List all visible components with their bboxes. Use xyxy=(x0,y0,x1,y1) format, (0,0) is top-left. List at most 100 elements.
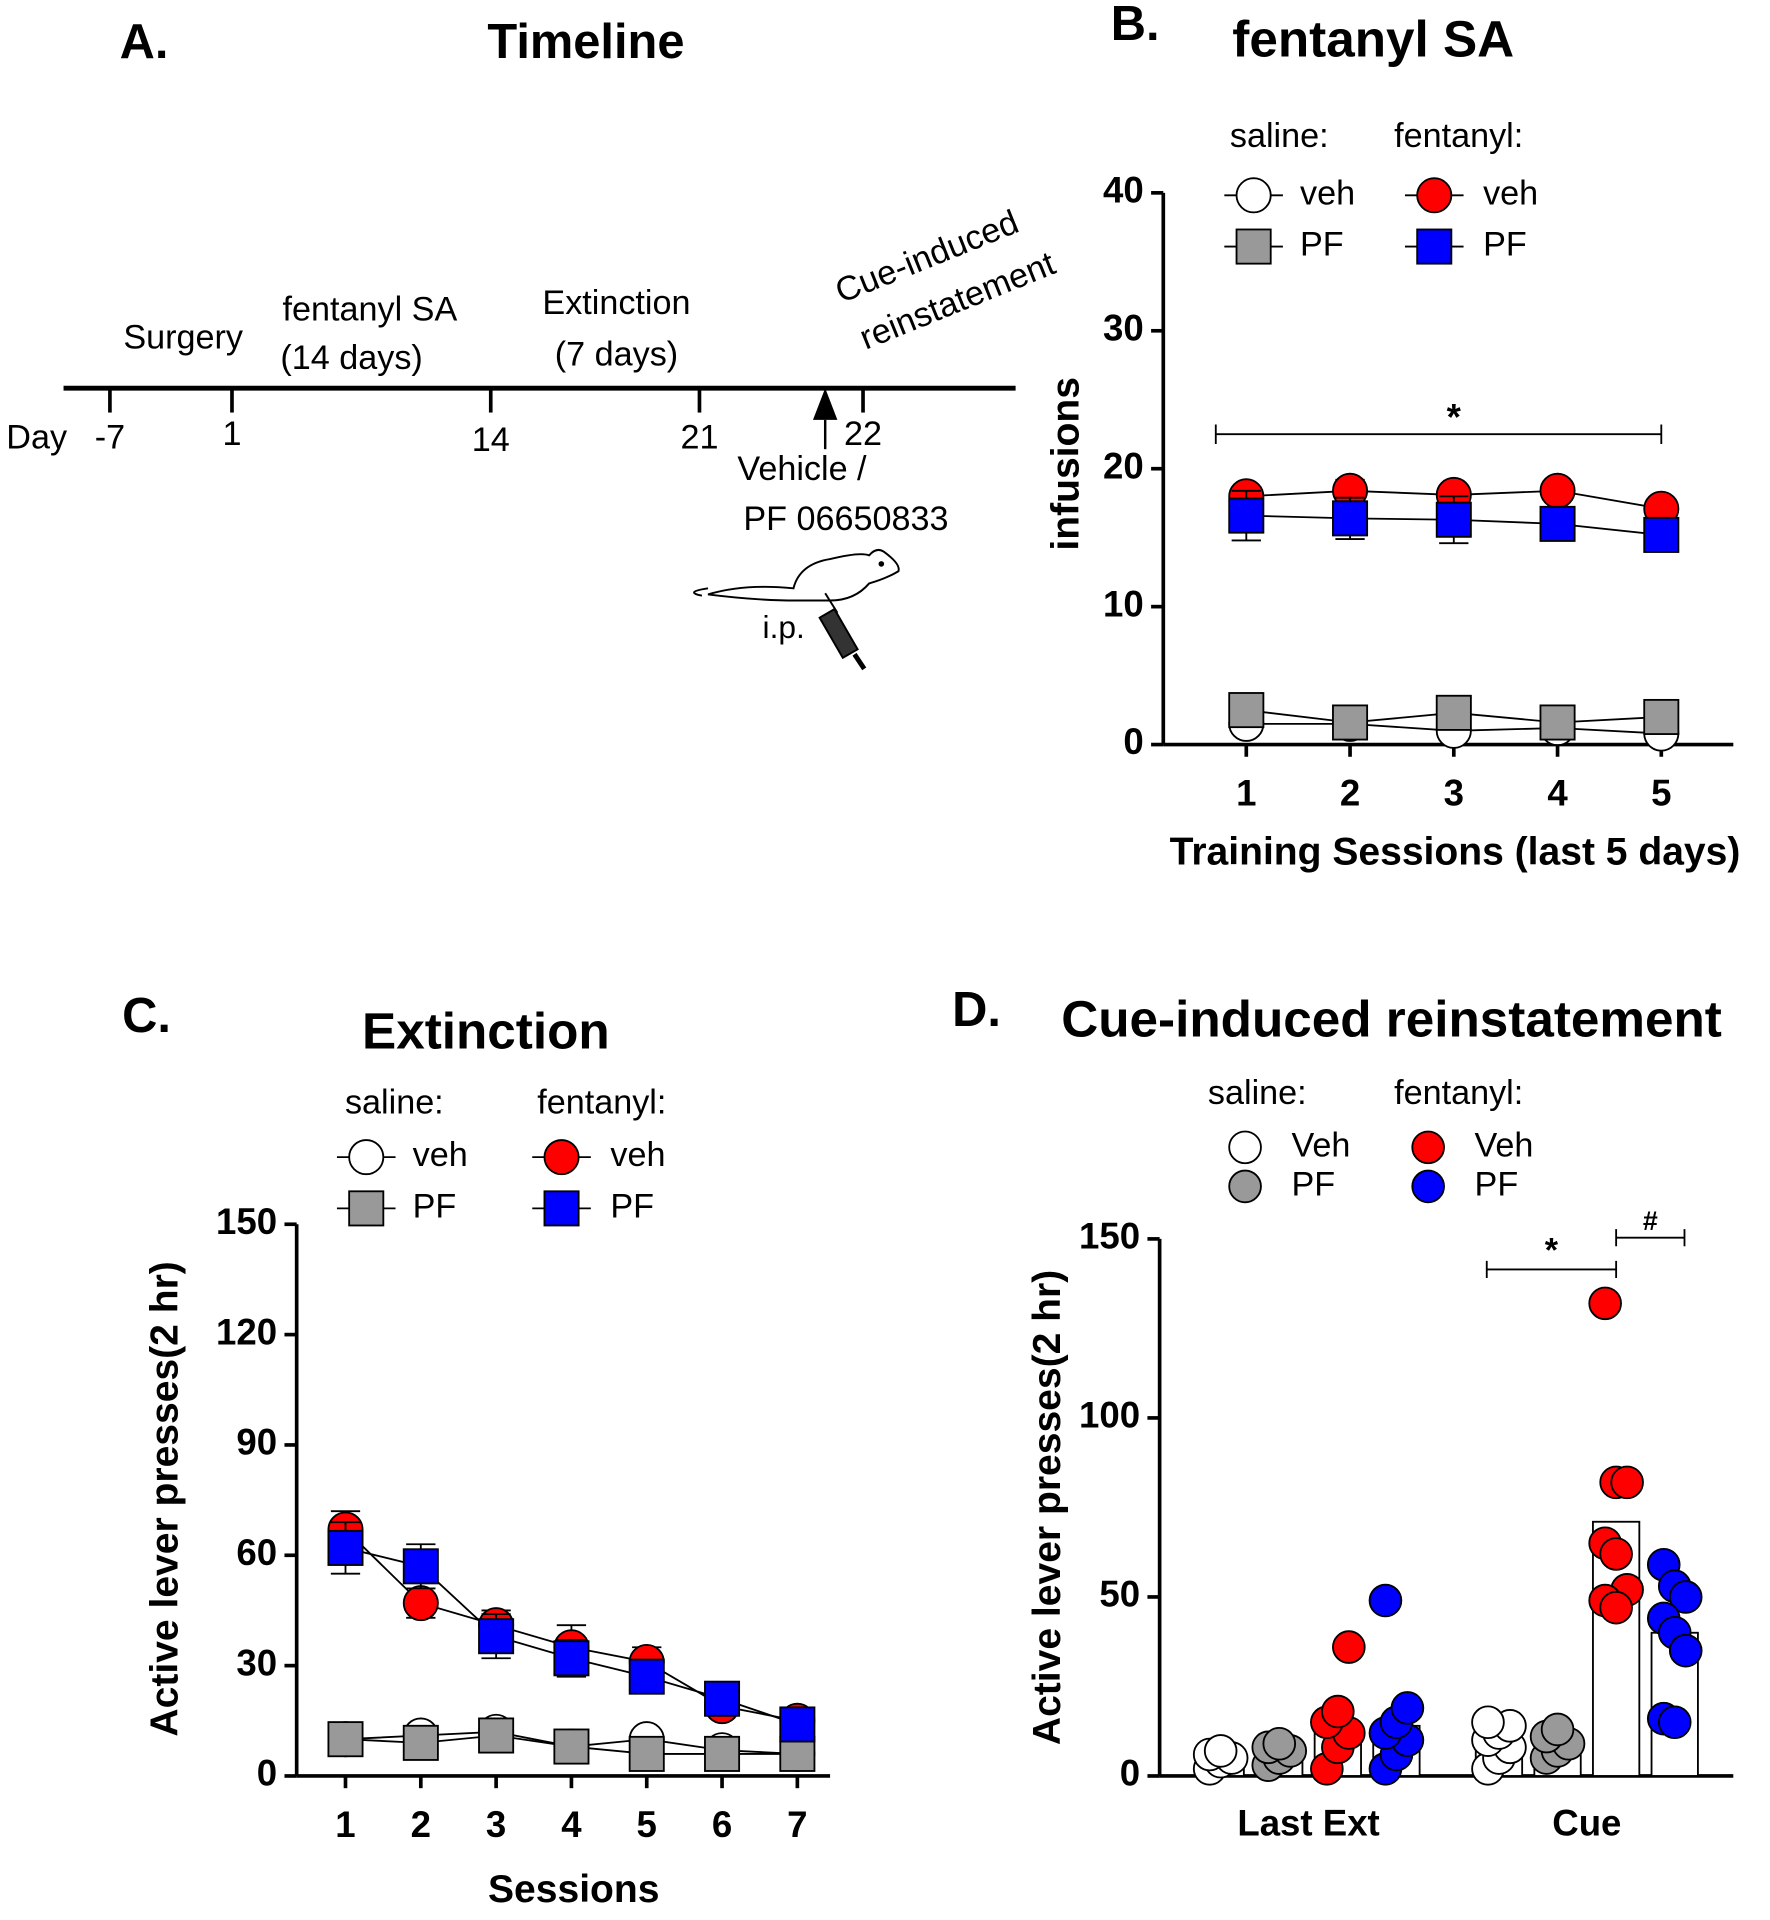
marker xyxy=(1411,1130,1445,1165)
panel-label: B. xyxy=(1111,0,1160,51)
x-tick-label: 6 xyxy=(712,1804,732,1845)
marker xyxy=(1643,698,1680,735)
phase-label: (14 days) xyxy=(280,339,422,377)
x-tick-label: 7 xyxy=(787,1804,807,1845)
marker xyxy=(779,1735,816,1772)
y-tick-label: 90 xyxy=(236,1422,277,1463)
y-tick-label: 100 xyxy=(1079,1395,1140,1436)
y-tick-label: 60 xyxy=(236,1532,277,1573)
legend-label: veh xyxy=(1483,174,1538,212)
y-tick-label: 10 xyxy=(1103,583,1144,624)
route-label: i.p. xyxy=(763,609,805,645)
marker xyxy=(348,1190,385,1227)
legend-label: veh xyxy=(413,1136,468,1174)
marker xyxy=(1435,694,1472,731)
y-tick-label: 30 xyxy=(1103,307,1144,348)
panel-label: A. xyxy=(120,15,169,69)
panel-label: C. xyxy=(122,989,171,1043)
marker xyxy=(1228,1169,1262,1204)
marker xyxy=(1321,1694,1355,1729)
x-axis-label: Training Sessions (last 5 days) xyxy=(1170,831,1741,874)
chart-title: Extinction xyxy=(362,1003,610,1060)
marker xyxy=(1416,228,1453,265)
chart-title: Timeline xyxy=(487,15,684,69)
legend-label: PF xyxy=(610,1187,654,1225)
x-tick-label: Cue xyxy=(1552,1803,1621,1844)
treatment-label: PF 06650833 xyxy=(743,500,948,538)
marker xyxy=(628,1735,665,1772)
x-tick-label: 5 xyxy=(637,1804,657,1845)
marker xyxy=(1599,1537,1633,1571)
marker xyxy=(1643,516,1680,553)
y-tick-label: 0 xyxy=(1120,1753,1140,1794)
marker xyxy=(1262,1726,1297,1761)
marker xyxy=(1539,505,1576,542)
marker xyxy=(1539,704,1576,741)
chart-title: fentanyl SA xyxy=(1232,10,1514,67)
x-tick-label: 2 xyxy=(411,1804,431,1845)
legend-group-title: saline: xyxy=(1208,1074,1307,1112)
day-label: 1 xyxy=(222,415,241,453)
x-tick-label: 5 xyxy=(1651,773,1671,814)
marker xyxy=(478,1618,515,1655)
y-axis-label: infusions xyxy=(1044,377,1087,551)
marker xyxy=(1332,500,1369,537)
phase-label: fentanyl SA xyxy=(283,290,458,328)
mouse-illustration xyxy=(693,548,900,671)
injection-arrow xyxy=(812,388,838,420)
panel-label: D. xyxy=(952,983,1001,1037)
marker xyxy=(402,1724,439,1761)
marker xyxy=(1471,1705,1505,1740)
legend-label: PF xyxy=(1475,1165,1519,1203)
marker xyxy=(1610,1465,1644,1500)
y-tick-label: 40 xyxy=(1103,170,1144,211)
marker xyxy=(543,1190,580,1227)
marker xyxy=(348,1139,385,1176)
x-tick-label: 4 xyxy=(1547,773,1568,814)
legend-label: PF xyxy=(1483,226,1527,264)
significance-bracket xyxy=(1485,1260,1618,1278)
marker xyxy=(1588,1286,1622,1321)
day-label: 21 xyxy=(680,418,718,456)
marker xyxy=(1435,501,1472,538)
marker xyxy=(1332,1630,1366,1664)
marker xyxy=(1416,177,1453,214)
legend-label: veh xyxy=(610,1136,665,1174)
marker xyxy=(327,1529,364,1566)
marker xyxy=(1668,1580,1703,1614)
day-label: 14 xyxy=(472,421,510,459)
marker xyxy=(1228,497,1265,534)
treatment-label: Vehicle / xyxy=(737,450,867,488)
marker xyxy=(553,1640,590,1677)
legend-label: Veh xyxy=(1475,1126,1534,1164)
y-tick-label: 150 xyxy=(1079,1216,1140,1257)
day-label: 22 xyxy=(844,415,882,453)
marker xyxy=(553,1728,590,1765)
marker xyxy=(1390,1691,1425,1725)
marker xyxy=(704,1735,741,1772)
marker xyxy=(628,1658,665,1695)
x-tick-label: 3 xyxy=(1444,773,1464,814)
marker xyxy=(779,1706,816,1743)
y-tick-label: 150 xyxy=(216,1201,277,1242)
phase-label: Surgery xyxy=(123,318,244,356)
marker xyxy=(478,1717,515,1754)
marker xyxy=(1235,177,1272,214)
significance-bracket xyxy=(1214,424,1663,444)
marker xyxy=(1540,1712,1575,1747)
x-tick-label: 3 xyxy=(486,1804,506,1845)
y-tick-label: 0 xyxy=(257,1753,277,1794)
significance-label: * xyxy=(1447,396,1462,437)
marker xyxy=(1228,1130,1262,1165)
marker xyxy=(1203,1734,1238,1768)
marker xyxy=(1668,1633,1703,1668)
marker xyxy=(1368,1583,1403,1618)
legend-label: PF xyxy=(1291,1165,1335,1203)
axis-label: Day xyxy=(6,418,68,456)
marker xyxy=(327,1721,364,1758)
marker xyxy=(1411,1169,1445,1204)
legend-label: Veh xyxy=(1291,1126,1350,1164)
y-tick-label: 30 xyxy=(236,1642,277,1683)
x-tick-label: 1 xyxy=(1236,773,1256,814)
